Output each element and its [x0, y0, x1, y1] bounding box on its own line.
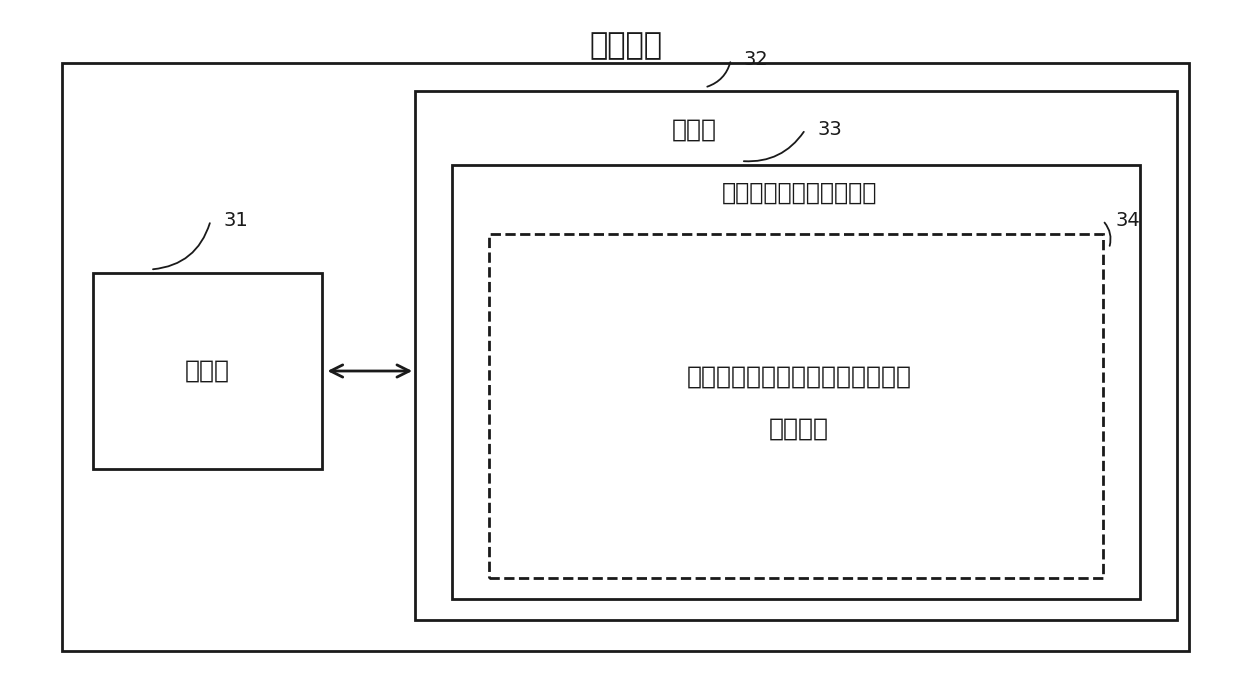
- Text: 34: 34: [1115, 211, 1140, 230]
- Text: 33: 33: [818, 120, 843, 139]
- Text: 31: 31: [223, 211, 248, 230]
- Bar: [62, 63, 1189, 651]
- Text: 存储器: 存储器: [672, 118, 716, 141]
- Bar: [415, 91, 1177, 620]
- Bar: [452, 164, 1140, 598]
- Text: 32: 32: [743, 50, 768, 69]
- Text: 电子设备: 电子设备: [590, 31, 662, 60]
- Text: 存储程序代码的存储空间: 存储程序代码的存储空间: [721, 181, 877, 204]
- Bar: [93, 273, 322, 469]
- Text: 用于执行根据本发明的方法步骤的: 用于执行根据本发明的方法步骤的: [686, 364, 912, 388]
- Text: 程序代码: 程序代码: [769, 416, 829, 441]
- Text: 处理器: 处理器: [185, 359, 230, 383]
- Bar: [489, 234, 1103, 578]
